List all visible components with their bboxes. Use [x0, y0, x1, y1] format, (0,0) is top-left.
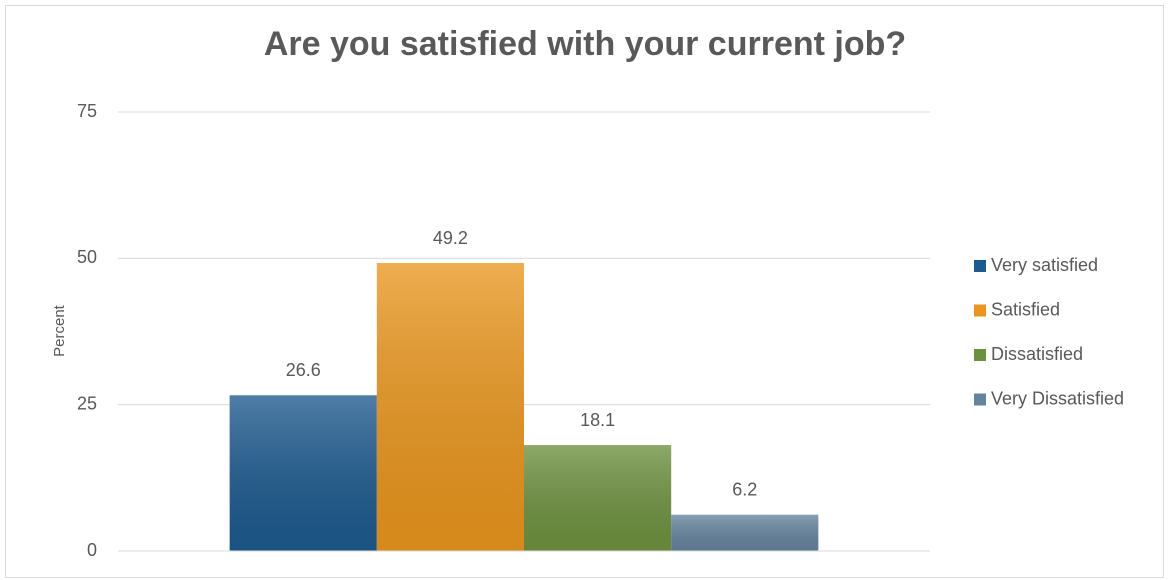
legend-swatch: [974, 260, 986, 272]
chart-title: Are you satisfied with your current job?: [264, 25, 906, 63]
legend-swatch: [974, 393, 986, 406]
bar: [376, 263, 524, 551]
legend-label: Very satisfied: [991, 255, 1098, 275]
data-label: 18.1: [580, 410, 615, 430]
legend-label: Satisfied: [991, 299, 1060, 319]
legend-label: Dissatisfied: [991, 344, 1083, 364]
bar: [671, 514, 819, 551]
y-tick-label: 0: [87, 540, 97, 560]
legend-label: Very Dissatisfied: [991, 388, 1124, 408]
bar: [229, 395, 377, 551]
data-label: 49.2: [433, 228, 468, 248]
y-tick-label: 75: [77, 101, 97, 121]
legend-swatch: [974, 349, 986, 361]
legend-swatch: [974, 304, 986, 317]
y-tick-label: 25: [77, 393, 97, 413]
data-label: 6.2: [732, 479, 757, 499]
y-tick-label: 50: [77, 247, 97, 267]
data-label: 26.6: [286, 360, 321, 380]
y-axis-label: Percent: [51, 304, 68, 357]
bar: [524, 445, 672, 551]
